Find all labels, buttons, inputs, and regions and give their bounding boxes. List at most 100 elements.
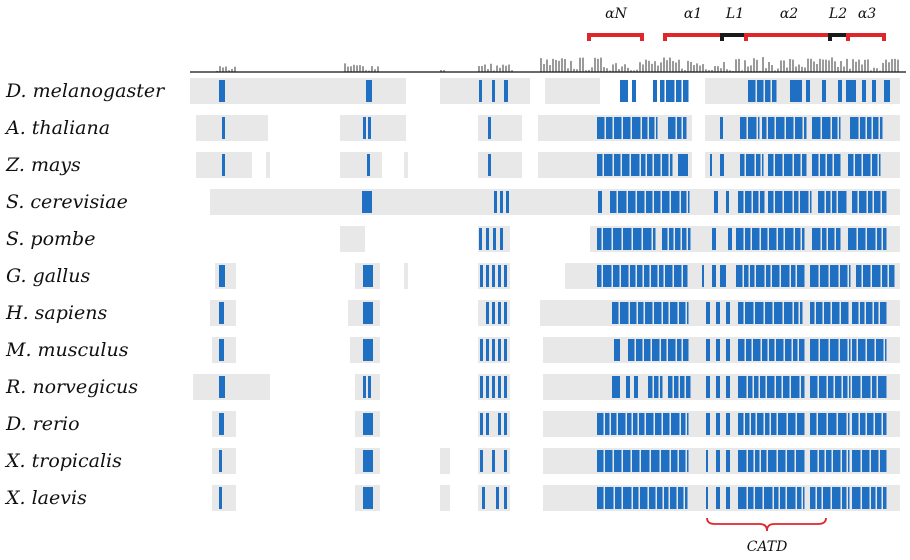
gap-segment (212, 448, 236, 474)
conserved-residue (834, 154, 841, 176)
conserved-residue (614, 117, 622, 139)
conserved-residue (657, 487, 663, 509)
conserved-residue (776, 376, 782, 398)
conserved-residue (614, 154, 621, 176)
conserved-residue (884, 80, 890, 102)
histogram-bar (639, 62, 641, 72)
conserved-residue (620, 302, 629, 324)
conserved-residue (771, 413, 777, 435)
conserved-residue (873, 117, 879, 139)
conserved-residue (810, 450, 818, 472)
conserved-residue (618, 191, 627, 213)
conserved-residue (728, 228, 732, 250)
conserved-residue (500, 228, 503, 250)
histogram-bar (228, 70, 230, 72)
conserved-residue (784, 191, 793, 213)
histogram-bar (585, 70, 587, 72)
conserved-residue (848, 450, 850, 472)
conserved-residue (644, 339, 651, 361)
conserved-residue (726, 302, 730, 324)
conserved-residue (646, 413, 654, 435)
conserved-residue (781, 265, 790, 287)
conserved-residue (769, 228, 777, 250)
conserved-residue (848, 228, 857, 250)
histogram-bar (777, 68, 779, 72)
species-label: H. sapiens (5, 302, 107, 324)
histogram-bar (368, 70, 370, 72)
conserved-residue (812, 154, 819, 176)
conserved-residue (786, 117, 794, 139)
histogram-bar (597, 58, 599, 72)
conserved-residue (676, 80, 682, 102)
conserved-residue (504, 450, 507, 472)
gap-segment (478, 115, 522, 141)
histogram-bar (798, 64, 800, 72)
conserved-residue (605, 450, 613, 472)
conserved-residue (882, 191, 887, 213)
conserved-residue (603, 228, 612, 250)
conserved-residue (780, 487, 786, 509)
conserved-residue (632, 117, 641, 139)
conserved-residue (795, 117, 803, 139)
histogram-bar (612, 64, 614, 72)
conserved-residue (605, 413, 610, 435)
histogram-bar (855, 61, 857, 72)
conserved-residue (685, 487, 688, 509)
conserved-residue (363, 265, 373, 287)
species-label: R. norvegicus (5, 376, 138, 398)
conserved-residue (736, 265, 743, 287)
conserved-residue (668, 117, 676, 139)
histogram-bar (487, 69, 489, 72)
conserved-residue (799, 339, 805, 361)
histogram-bar (555, 59, 557, 72)
histogram-bar (505, 65, 507, 72)
conserved-residue (726, 450, 730, 472)
histogram-bar (573, 68, 575, 72)
conserved-residue (633, 413, 638, 435)
conserved-residue (643, 228, 652, 250)
histogram-bar (792, 59, 794, 72)
conserved-residue (778, 228, 784, 250)
conserved-residue (852, 413, 859, 435)
species-labels: D. melanogaster A. thaliana Z. mays S. c… (4, 80, 166, 509)
conserved-residue (716, 450, 720, 472)
conserved-residue (867, 339, 875, 361)
histogram-bar (377, 66, 379, 72)
conserved-residue (651, 265, 658, 287)
conserved-residue (738, 302, 744, 324)
conserved-residue (646, 191, 653, 213)
conserved-residue (879, 154, 881, 176)
conserved-residue (830, 339, 839, 361)
conserved-residue (820, 265, 829, 287)
conserved-residue (612, 302, 619, 324)
conserved-residue (810, 339, 819, 361)
conserved-residue (678, 154, 688, 176)
conserved-residue (363, 339, 373, 361)
histogram-bar (570, 60, 572, 72)
conserved-residue (647, 154, 653, 176)
conserved-residue (746, 339, 752, 361)
histogram-bar (579, 57, 581, 72)
histogram-bar (627, 67, 629, 72)
histogram-bar (552, 58, 554, 72)
conserved-residue (610, 191, 617, 213)
histogram-bar (493, 70, 495, 72)
histogram-bar (825, 59, 827, 72)
conserved-residue (683, 339, 689, 361)
conserved-residue (603, 265, 612, 287)
conserved-residue (828, 413, 837, 435)
conserved-residue (852, 487, 861, 509)
conserved-residue (687, 413, 689, 435)
conserved-residue (764, 487, 773, 509)
conserved-residue (883, 228, 887, 250)
histogram-bar (867, 59, 869, 72)
conserved-residue (678, 487, 684, 509)
conserved-residue (860, 302, 865, 324)
conserved-residue (597, 117, 605, 139)
label-alpha2: α2 (780, 6, 798, 22)
conserved-residue (681, 191, 687, 213)
conserved-residue (772, 265, 780, 287)
conserved-residue (645, 302, 653, 324)
histogram-bar (843, 66, 845, 72)
conserved-residue (712, 228, 716, 250)
